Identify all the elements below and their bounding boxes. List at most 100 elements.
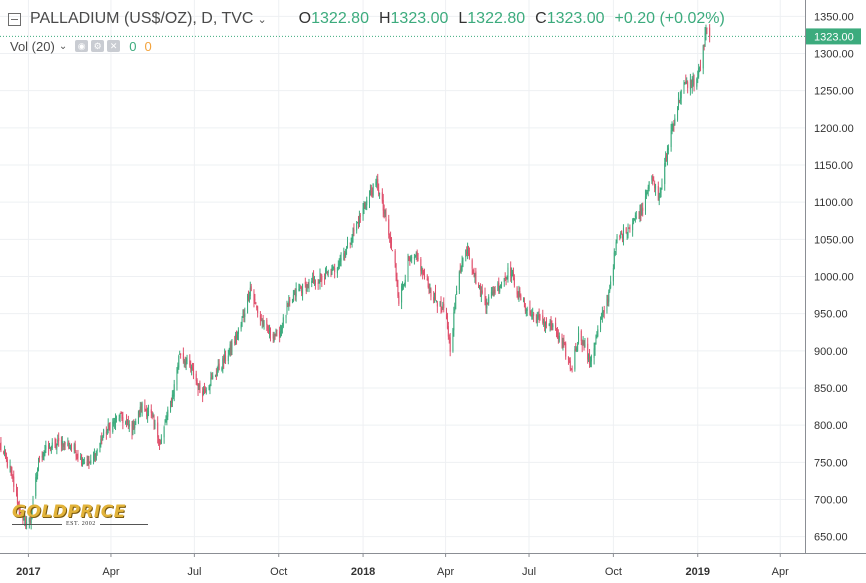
candle-body — [183, 361, 185, 363]
settings-icon[interactable]: ⚙ — [91, 40, 105, 52]
candle-body — [317, 282, 319, 284]
candle-body — [269, 327, 271, 336]
candle-body — [471, 260, 473, 269]
candle-body — [96, 449, 98, 451]
candle-body — [690, 80, 692, 87]
candle-body — [403, 284, 405, 286]
x-tick-label: 2018 — [351, 566, 375, 578]
candle-body — [467, 249, 469, 254]
candle-body — [4, 451, 6, 454]
candle-body — [665, 156, 667, 162]
candle-body — [93, 456, 95, 460]
candle-body — [71, 447, 73, 449]
candle-body — [29, 517, 31, 522]
candle-body — [410, 255, 412, 261]
candle-body — [564, 342, 566, 346]
candle-body — [607, 298, 609, 303]
candle-body — [581, 342, 583, 346]
chevron-down-icon[interactable]: ⌄ — [257, 13, 267, 26]
candle-body — [422, 268, 424, 274]
candle-body — [580, 330, 582, 342]
volume-label[interactable]: Vol (20) — [10, 38, 55, 54]
candle-body — [635, 216, 637, 218]
candle-body — [274, 333, 276, 336]
collapse-square-icon[interactable] — [8, 12, 21, 26]
candle-body — [692, 78, 694, 82]
candle-body — [221, 367, 223, 370]
candle-body — [305, 284, 307, 292]
candle-body — [133, 424, 135, 430]
candle-body — [171, 394, 173, 403]
candle-body — [231, 343, 233, 352]
candle-body — [48, 444, 50, 450]
candle-body — [22, 515, 24, 521]
candle-body — [501, 282, 503, 284]
x-tick-label: Oct — [605, 566, 622, 578]
candle-body — [19, 509, 21, 515]
x-tick-label: Jul — [187, 566, 201, 578]
candle-body — [145, 408, 147, 412]
candle-body — [350, 242, 352, 245]
candle-body — [211, 375, 213, 377]
candle-body — [115, 417, 117, 424]
candle-body — [159, 442, 161, 444]
candle-body — [289, 299, 291, 302]
y-tick-label: 1000.00 — [814, 272, 854, 284]
candle-body — [436, 302, 438, 307]
candle-body — [674, 118, 676, 125]
candle-body — [32, 496, 34, 508]
candle-body — [672, 123, 674, 130]
close-icon[interactable]: ✕ — [107, 40, 121, 52]
candle-body — [590, 356, 592, 362]
candle-body — [577, 344, 579, 351]
candle-body — [512, 272, 514, 277]
candle-body — [293, 290, 295, 295]
candle-body — [596, 335, 598, 337]
candle-body — [10, 466, 12, 472]
candle-body — [615, 242, 617, 250]
candle-body — [105, 431, 107, 434]
candle-body — [324, 278, 326, 280]
candle-body — [346, 247, 348, 250]
x-tick-label: 2019 — [685, 566, 709, 578]
candle-body — [49, 447, 51, 451]
candle-body — [609, 289, 611, 292]
candle-body — [490, 291, 492, 297]
candle-body — [484, 292, 486, 302]
candle-body — [574, 349, 576, 370]
candle-body — [172, 394, 174, 396]
volume-chevron-down-icon[interactable]: ⌄ — [58, 40, 68, 52]
candle-body — [54, 441, 56, 443]
candle-body — [442, 304, 444, 306]
eye-icon[interactable]: ◉ — [75, 40, 89, 52]
candle-body — [139, 406, 141, 416]
volume-legend: Vol (20) ⌄ ◉ ⚙ ✕ 0 0 — [10, 38, 152, 54]
candle-body — [185, 361, 187, 366]
candle-body — [234, 341, 236, 343]
candle-body — [115, 417, 117, 419]
candle-body — [453, 312, 455, 331]
candle-body — [147, 414, 149, 418]
candle-body — [459, 269, 461, 271]
last-price-label: 1323.00 — [814, 31, 854, 43]
candle-body — [589, 361, 591, 365]
y-tick-label: 900.00 — [814, 346, 848, 358]
candle-body — [446, 315, 448, 329]
candle-body — [240, 324, 242, 329]
candle-body — [164, 423, 166, 425]
candle-body — [565, 343, 567, 357]
logo-rule-right — [100, 524, 148, 525]
candle-body — [487, 303, 489, 305]
candle-body — [216, 371, 218, 376]
symbol-title[interactable]: PALLADIUM (US$/OZ), D, TVC — [30, 10, 254, 27]
candle-body — [302, 283, 304, 295]
candle-body — [267, 326, 269, 330]
candle-body — [429, 289, 431, 293]
candle-body — [655, 185, 657, 190]
candle-body — [555, 322, 557, 328]
candle-body — [77, 453, 79, 459]
candle-body — [301, 286, 303, 293]
candle-body — [343, 253, 345, 261]
